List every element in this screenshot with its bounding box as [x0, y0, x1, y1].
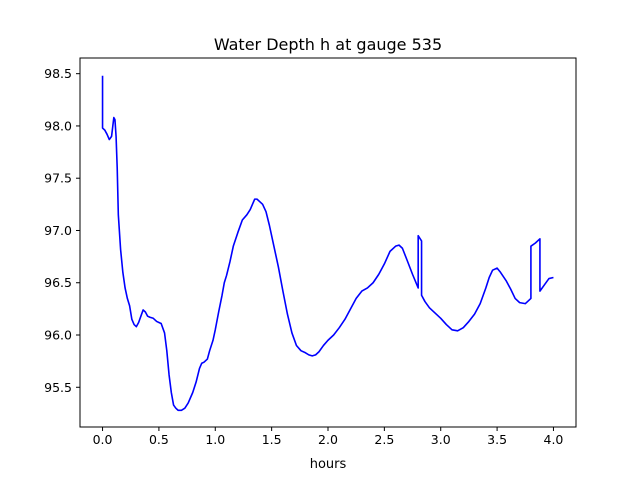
- x-tick-label: 4.0: [544, 432, 564, 447]
- x-tick-label: 3.0: [431, 432, 451, 447]
- x-tick-label: 1.5: [262, 432, 282, 447]
- x-tick-label: 0.0: [93, 432, 113, 447]
- chart-title: Water Depth h at gauge 535: [214, 35, 442, 54]
- x-tick-label: 2.0: [318, 432, 338, 447]
- y-tick-label: 95.5: [44, 380, 72, 395]
- plot-area: 0.0 0.5 1.0 1.5 2.0 2.5 3.0 3.5 4.0 95.5 96.0 96.5 9…: [44, 57, 577, 447]
- x-tick-label: 3.5: [487, 432, 507, 447]
- y-tick-label: 97.5: [44, 171, 72, 186]
- y-tick-label: 98.0: [44, 118, 72, 133]
- y-tick-label: 96.0: [44, 328, 72, 343]
- x-tick-label: 0.5: [149, 432, 169, 447]
- series-line-0: [101, 75, 554, 412]
- x-axis-label: hours: [310, 457, 347, 472]
- y-tick-label: 98.5: [44, 66, 72, 81]
- x-tick-label: 1.0: [205, 432, 225, 447]
- y-tick-label: 97.0: [44, 223, 72, 238]
- x-tick-label: 2.5: [374, 432, 394, 447]
- y-tick-label: 96.5: [44, 275, 72, 290]
